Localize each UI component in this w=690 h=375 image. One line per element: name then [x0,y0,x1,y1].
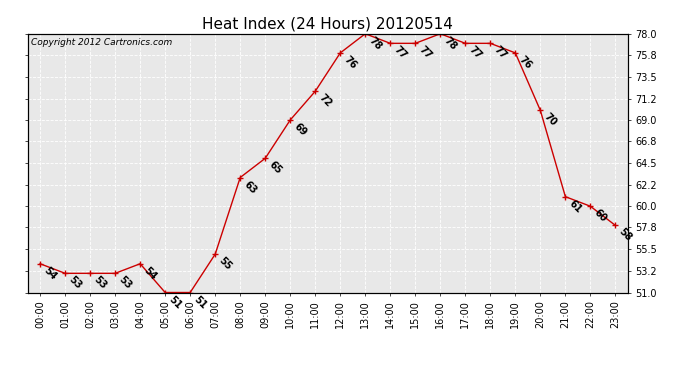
Text: 53: 53 [92,275,108,291]
Title: Heat Index (24 Hours) 20120514: Heat Index (24 Hours) 20120514 [202,16,453,31]
Text: 78: 78 [442,35,458,52]
Text: 70: 70 [542,112,558,128]
Text: 54: 54 [141,265,158,282]
Text: 77: 77 [466,45,483,62]
Text: 63: 63 [241,179,258,195]
Text: 77: 77 [392,45,408,62]
Text: 65: 65 [266,160,283,176]
Text: 54: 54 [41,265,58,282]
Text: 51: 51 [192,294,208,310]
Text: 72: 72 [317,93,333,109]
Text: Copyright 2012 Cartronics.com: Copyright 2012 Cartronics.com [30,38,172,46]
Text: 53: 53 [117,275,133,291]
Text: 55: 55 [217,255,233,272]
Text: 78: 78 [366,35,384,52]
Text: 60: 60 [592,208,609,224]
Text: 51: 51 [166,294,183,310]
Text: 76: 76 [342,54,358,71]
Text: 69: 69 [292,122,308,138]
Text: 53: 53 [66,275,83,291]
Text: 61: 61 [566,198,583,214]
Text: 76: 76 [517,54,533,71]
Text: 58: 58 [617,227,633,243]
Text: 77: 77 [492,45,509,62]
Text: 77: 77 [417,45,433,62]
